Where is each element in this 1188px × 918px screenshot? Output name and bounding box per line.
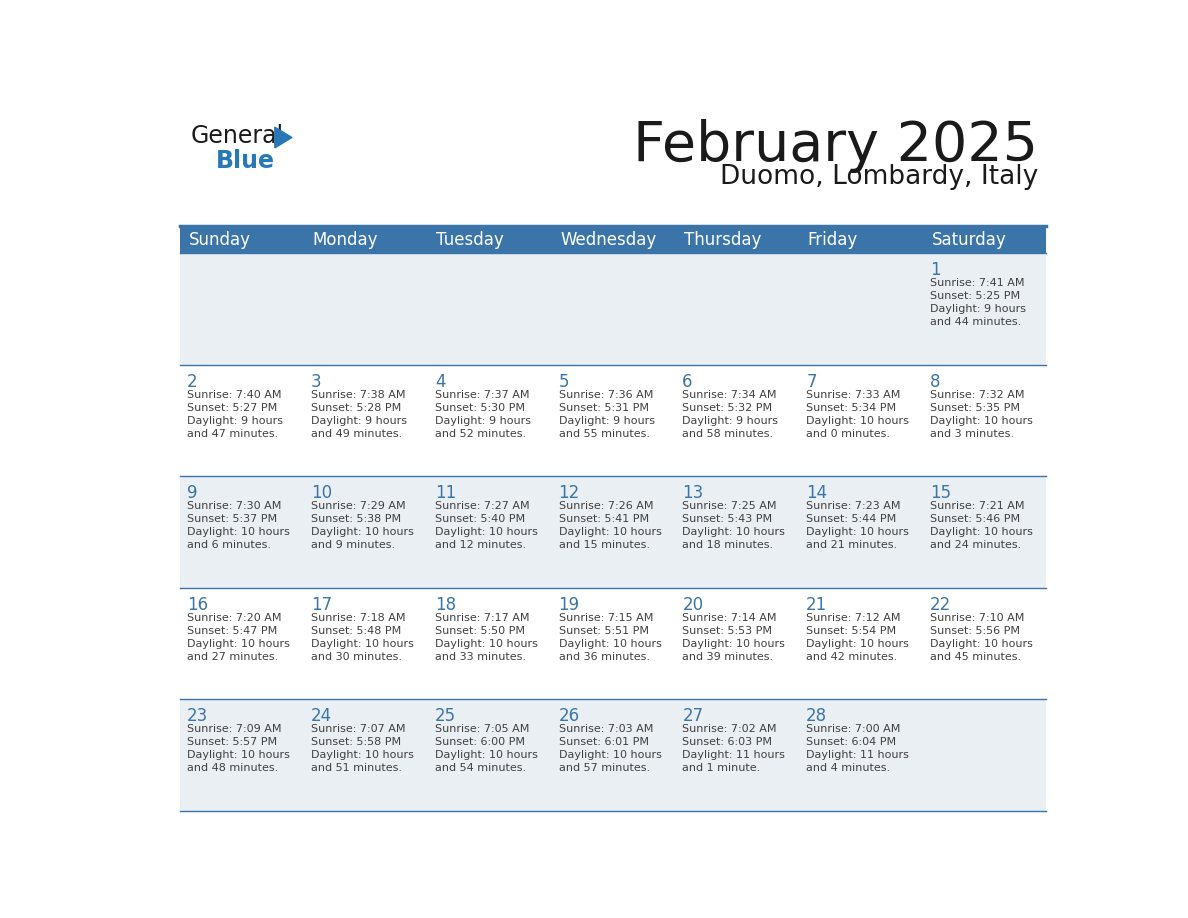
Text: 13: 13 — [682, 484, 703, 502]
Text: Sunrise: 7:33 AM
Sunset: 5:34 PM
Daylight: 10 hours
and 0 minutes.: Sunrise: 7:33 AM Sunset: 5:34 PM Dayligh… — [807, 389, 909, 439]
Text: 6: 6 — [682, 373, 693, 390]
Text: 21: 21 — [807, 596, 827, 613]
Text: 3: 3 — [311, 373, 322, 390]
Text: Sunrise: 7:36 AM
Sunset: 5:31 PM
Daylight: 9 hours
and 55 minutes.: Sunrise: 7:36 AM Sunset: 5:31 PM Dayligh… — [558, 389, 655, 439]
Text: Friday: Friday — [808, 230, 858, 249]
Text: Wednesday: Wednesday — [560, 230, 657, 249]
Text: Sunrise: 7:27 AM
Sunset: 5:40 PM
Daylight: 10 hours
and 12 minutes.: Sunrise: 7:27 AM Sunset: 5:40 PM Dayligh… — [435, 501, 538, 550]
Text: Sunrise: 7:07 AM
Sunset: 5:58 PM
Daylight: 10 hours
and 51 minutes.: Sunrise: 7:07 AM Sunset: 5:58 PM Dayligh… — [311, 724, 413, 773]
Polygon shape — [274, 127, 292, 148]
Text: 27: 27 — [682, 707, 703, 725]
Text: Sunrise: 7:10 AM
Sunset: 5:56 PM
Daylight: 10 hours
and 45 minutes.: Sunrise: 7:10 AM Sunset: 5:56 PM Dayligh… — [930, 612, 1032, 662]
Text: 12: 12 — [558, 484, 580, 502]
Bar — [179, 476, 1045, 588]
Text: 5: 5 — [558, 373, 569, 390]
Text: Sunrise: 7:25 AM
Sunset: 5:43 PM
Daylight: 10 hours
and 18 minutes.: Sunrise: 7:25 AM Sunset: 5:43 PM Dayligh… — [682, 501, 785, 550]
Text: Duomo, Lombardy, Italy: Duomo, Lombardy, Italy — [720, 164, 1038, 190]
Text: Sunrise: 7:40 AM
Sunset: 5:27 PM
Daylight: 9 hours
and 47 minutes.: Sunrise: 7:40 AM Sunset: 5:27 PM Dayligh… — [188, 389, 283, 439]
Text: 1: 1 — [930, 261, 941, 279]
Text: Sunrise: 7:23 AM
Sunset: 5:44 PM
Daylight: 10 hours
and 21 minutes.: Sunrise: 7:23 AM Sunset: 5:44 PM Dayligh… — [807, 501, 909, 550]
Text: Sunrise: 7:12 AM
Sunset: 5:54 PM
Daylight: 10 hours
and 42 minutes.: Sunrise: 7:12 AM Sunset: 5:54 PM Dayligh… — [807, 612, 909, 662]
Text: 8: 8 — [930, 373, 941, 390]
Text: Sunrise: 7:30 AM
Sunset: 5:37 PM
Daylight: 10 hours
and 6 minutes.: Sunrise: 7:30 AM Sunset: 5:37 PM Dayligh… — [188, 501, 290, 550]
Text: 16: 16 — [188, 596, 208, 613]
Text: 23: 23 — [188, 707, 209, 725]
Text: 14: 14 — [807, 484, 827, 502]
Text: 17: 17 — [311, 596, 333, 613]
Bar — [179, 253, 1045, 364]
Text: Sunrise: 7:17 AM
Sunset: 5:50 PM
Daylight: 10 hours
and 33 minutes.: Sunrise: 7:17 AM Sunset: 5:50 PM Dayligh… — [435, 612, 538, 662]
Text: Sunrise: 7:15 AM
Sunset: 5:51 PM
Daylight: 10 hours
and 36 minutes.: Sunrise: 7:15 AM Sunset: 5:51 PM Dayligh… — [558, 612, 662, 662]
Text: 24: 24 — [311, 707, 333, 725]
Text: 18: 18 — [435, 596, 456, 613]
Text: General: General — [191, 124, 284, 148]
Text: 26: 26 — [558, 707, 580, 725]
Text: 28: 28 — [807, 707, 827, 725]
Text: Sunrise: 7:41 AM
Sunset: 5:25 PM
Daylight: 9 hours
and 44 minutes.: Sunrise: 7:41 AM Sunset: 5:25 PM Dayligh… — [930, 278, 1026, 327]
Text: 2: 2 — [188, 373, 198, 390]
Text: 4: 4 — [435, 373, 446, 390]
Text: Sunrise: 7:03 AM
Sunset: 6:01 PM
Daylight: 10 hours
and 57 minutes.: Sunrise: 7:03 AM Sunset: 6:01 PM Dayligh… — [558, 724, 662, 773]
Text: 19: 19 — [558, 596, 580, 613]
Text: Sunrise: 7:37 AM
Sunset: 5:30 PM
Daylight: 9 hours
and 52 minutes.: Sunrise: 7:37 AM Sunset: 5:30 PM Dayligh… — [435, 389, 531, 439]
Text: 7: 7 — [807, 373, 816, 390]
Text: 10: 10 — [311, 484, 333, 502]
Text: Sunrise: 7:32 AM
Sunset: 5:35 PM
Daylight: 10 hours
and 3 minutes.: Sunrise: 7:32 AM Sunset: 5:35 PM Dayligh… — [930, 389, 1032, 439]
Text: 15: 15 — [930, 484, 952, 502]
Text: 20: 20 — [682, 596, 703, 613]
Text: Monday: Monday — [312, 230, 378, 249]
Text: Sunrise: 7:21 AM
Sunset: 5:46 PM
Daylight: 10 hours
and 24 minutes.: Sunrise: 7:21 AM Sunset: 5:46 PM Dayligh… — [930, 501, 1032, 550]
Text: Sunrise: 7:38 AM
Sunset: 5:28 PM
Daylight: 9 hours
and 49 minutes.: Sunrise: 7:38 AM Sunset: 5:28 PM Dayligh… — [311, 389, 407, 439]
Text: February 2025: February 2025 — [633, 119, 1038, 174]
Text: Sunrise: 7:09 AM
Sunset: 5:57 PM
Daylight: 10 hours
and 48 minutes.: Sunrise: 7:09 AM Sunset: 5:57 PM Dayligh… — [188, 724, 290, 773]
Text: Tuesday: Tuesday — [436, 230, 504, 249]
Bar — [179, 588, 1045, 700]
Bar — [179, 700, 1045, 811]
Text: Sunrise: 7:05 AM
Sunset: 6:00 PM
Daylight: 10 hours
and 54 minutes.: Sunrise: 7:05 AM Sunset: 6:00 PM Dayligh… — [435, 724, 538, 773]
Text: Sunrise: 7:14 AM
Sunset: 5:53 PM
Daylight: 10 hours
and 39 minutes.: Sunrise: 7:14 AM Sunset: 5:53 PM Dayligh… — [682, 612, 785, 662]
Bar — [179, 364, 1045, 476]
Text: Sunrise: 7:02 AM
Sunset: 6:03 PM
Daylight: 11 hours
and 1 minute.: Sunrise: 7:02 AM Sunset: 6:03 PM Dayligh… — [682, 724, 785, 773]
Text: 9: 9 — [188, 484, 197, 502]
Text: Thursday: Thursday — [684, 230, 762, 249]
Text: 25: 25 — [435, 707, 456, 725]
Text: Sunrise: 7:20 AM
Sunset: 5:47 PM
Daylight: 10 hours
and 27 minutes.: Sunrise: 7:20 AM Sunset: 5:47 PM Dayligh… — [188, 612, 290, 662]
Text: Sunday: Sunday — [189, 230, 251, 249]
Bar — [179, 226, 1045, 253]
Text: Sunrise: 7:00 AM
Sunset: 6:04 PM
Daylight: 11 hours
and 4 minutes.: Sunrise: 7:00 AM Sunset: 6:04 PM Dayligh… — [807, 724, 909, 773]
Text: Sunrise: 7:26 AM
Sunset: 5:41 PM
Daylight: 10 hours
and 15 minutes.: Sunrise: 7:26 AM Sunset: 5:41 PM Dayligh… — [558, 501, 662, 550]
Text: Sunrise: 7:34 AM
Sunset: 5:32 PM
Daylight: 9 hours
and 58 minutes.: Sunrise: 7:34 AM Sunset: 5:32 PM Dayligh… — [682, 389, 778, 439]
Text: Sunrise: 7:18 AM
Sunset: 5:48 PM
Daylight: 10 hours
and 30 minutes.: Sunrise: 7:18 AM Sunset: 5:48 PM Dayligh… — [311, 612, 413, 662]
Text: Saturday: Saturday — [931, 230, 1006, 249]
Text: 22: 22 — [930, 596, 952, 613]
Text: Blue: Blue — [216, 150, 274, 174]
Text: 11: 11 — [435, 484, 456, 502]
Text: Sunrise: 7:29 AM
Sunset: 5:38 PM
Daylight: 10 hours
and 9 minutes.: Sunrise: 7:29 AM Sunset: 5:38 PM Dayligh… — [311, 501, 413, 550]
